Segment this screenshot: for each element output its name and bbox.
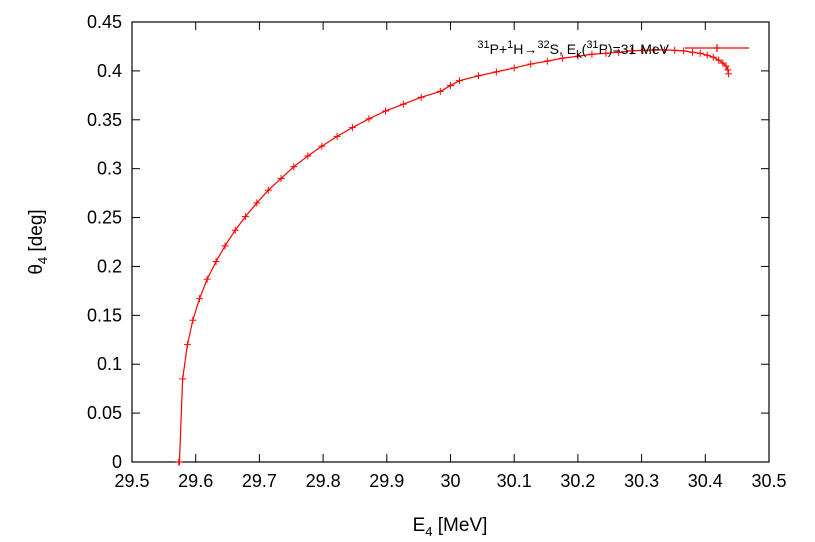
data-point <box>696 49 704 57</box>
data-point <box>253 199 261 207</box>
data-point <box>492 68 500 76</box>
data-point <box>671 46 679 54</box>
data-point <box>365 115 373 123</box>
x-tick-label: 29.5 <box>114 471 149 491</box>
data-point <box>241 213 249 221</box>
y-tick-label: 0.3 <box>97 159 122 179</box>
y-tick-label: 0.05 <box>87 403 122 423</box>
y-tick-label: 0.1 <box>97 354 122 374</box>
y-tick-label: 0 <box>112 452 122 472</box>
data-point <box>680 47 688 55</box>
data-point <box>574 52 582 60</box>
x-axis: 29.5 29.6 29.7 29.8 29.9 30 30.1 30.2 30.3 30.4 30… <box>114 22 787 491</box>
data-point <box>417 93 425 101</box>
data-point <box>264 186 272 194</box>
x-tick-label: 30.2 <box>560 471 595 491</box>
data-point <box>724 66 732 74</box>
data-point <box>650 46 658 54</box>
data-point <box>348 124 356 132</box>
data-point <box>455 77 463 85</box>
data-point <box>615 48 623 56</box>
series-layer <box>175 46 733 466</box>
data-point <box>203 275 211 283</box>
data-point <box>559 54 567 62</box>
data-point <box>183 341 191 349</box>
x-tick-label: 30.3 <box>624 471 659 491</box>
data-point <box>719 59 727 67</box>
data-point <box>277 174 285 182</box>
legend: 31P+1H→32S, Ek(31P)=31 MeV <box>477 39 749 61</box>
data-point <box>221 242 229 250</box>
data-point <box>447 82 454 90</box>
data-point <box>602 49 610 57</box>
data-point <box>212 258 220 266</box>
data-point <box>333 132 341 140</box>
y-tick-label: 0.45 <box>87 12 122 32</box>
data-point <box>231 226 239 234</box>
data-point <box>179 375 187 383</box>
data-point <box>715 56 723 64</box>
data-point <box>703 51 711 59</box>
y-tick-label: 0.2 <box>97 256 122 276</box>
data-point <box>588 50 596 58</box>
data-point <box>510 64 518 72</box>
data-point <box>722 62 730 70</box>
x-tick-label: 30 <box>440 471 460 491</box>
data-point <box>290 163 298 171</box>
data-point <box>661 46 669 54</box>
data-point <box>399 100 407 108</box>
data-point <box>725 70 733 78</box>
x-axis-label: E4 [MeV] <box>413 515 488 539</box>
data-point <box>689 48 697 56</box>
x-tick-label: 29.8 <box>306 471 341 491</box>
data-point <box>639 46 647 54</box>
data-point <box>627 47 635 55</box>
data-point <box>318 142 326 150</box>
y-tick-label: 0.4 <box>97 61 122 81</box>
data-point <box>709 53 717 61</box>
x-tick-label: 29.9 <box>369 471 404 491</box>
y-tick-label: 0.15 <box>87 305 122 325</box>
data-point <box>196 295 204 303</box>
x-tick-label: 30.1 <box>497 471 532 491</box>
data-point <box>189 316 197 324</box>
x-tick-label: 29.6 <box>178 471 213 491</box>
data-point <box>436 87 444 95</box>
x-tick-label: 30.5 <box>751 471 786 491</box>
data-point <box>304 152 312 160</box>
series-line <box>178 49 730 463</box>
y-tick-label: 0.25 <box>87 208 122 228</box>
legend-label: 31P+1H→32S, Ek(31P)=31 MeV <box>477 39 669 61</box>
x-tick-label: 29.7 <box>242 471 277 491</box>
y-axis: 0 0.05 0.1 0.15 0.2 0.25 0.3 0.35 0.4 0.45 <box>87 12 769 472</box>
data-point <box>175 458 183 466</box>
data-point <box>527 60 535 68</box>
x-tick-label: 30.4 <box>688 471 723 491</box>
data-point <box>382 107 390 115</box>
y-tick-label: 0.35 <box>87 110 122 130</box>
y-axis-label: θ4 [deg] <box>26 209 50 274</box>
data-point <box>475 72 483 80</box>
data-point <box>543 57 551 65</box>
